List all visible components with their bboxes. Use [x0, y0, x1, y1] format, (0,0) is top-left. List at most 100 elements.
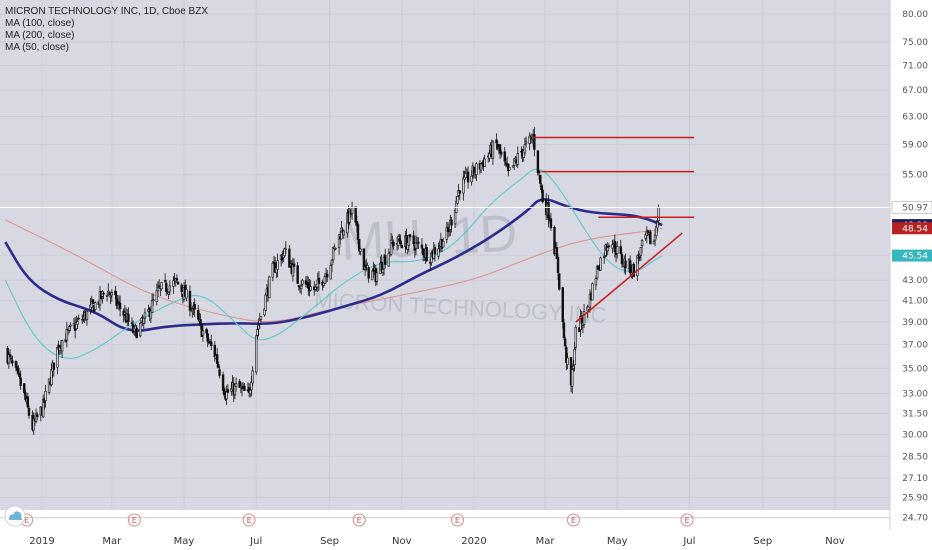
tradingview-logo[interactable]: [4, 505, 26, 527]
candle-body: [503, 151, 506, 162]
candle-body: [599, 257, 602, 271]
candle-body: [91, 299, 95, 304]
time-tick-label: Nov: [825, 536, 845, 547]
price-tick-label: 63.00: [902, 113, 928, 123]
price-tick-label: 80.00: [902, 10, 928, 20]
candle-body: [299, 285, 303, 289]
candle-body: [470, 175, 473, 183]
candle-body: [167, 292, 170, 295]
candle-body: [10, 357, 13, 360]
candle-body: [271, 262, 274, 278]
drawn-annotations[interactable]: [533, 136, 695, 323]
candle-body: [619, 246, 622, 254]
candle-body: [537, 170, 541, 174]
candle-body: [150, 299, 154, 313]
candle-body: [639, 247, 643, 256]
price-axis[interactable]: 80.00 75.00 71.00 67.00 63.00 59.00 55.00 50.97…: [891, 10, 932, 524]
candle-body: [536, 150, 540, 174]
earnings-label: E: [24, 516, 29, 525]
candle-body: [259, 316, 263, 320]
earnings-marker[interactable]: E: [566, 513, 580, 527]
candle-body: [276, 260, 279, 270]
candle-body: [197, 310, 200, 320]
price-badge-label: 45.54: [902, 252, 928, 262]
time-tick-label: Sep: [753, 536, 772, 547]
candle-body: [329, 265, 332, 280]
legend-ma100: MA (100, close): [5, 18, 74, 29]
candle-body: [549, 218, 553, 229]
candle-body: [367, 267, 370, 279]
earnings-label: E: [357, 516, 362, 525]
earnings-marker[interactable]: E: [450, 513, 464, 527]
support-trendline[interactable]: [575, 232, 683, 323]
candle-body: [296, 265, 299, 284]
candle-body: [210, 341, 213, 347]
candle-body: [284, 248, 288, 251]
candle-body: [17, 367, 20, 374]
candle-body: [19, 377, 22, 386]
candle-body: [342, 230, 346, 236]
candle-body: [562, 322, 566, 338]
candle-body: [561, 287, 564, 323]
candle-body: [533, 134, 536, 150]
candle-body: [201, 330, 205, 336]
candle-body: [571, 369, 574, 387]
price-tick-label: 67.00: [902, 86, 928, 96]
candle-body: [108, 291, 111, 296]
candle-body: [191, 308, 194, 312]
candle-body: [616, 246, 619, 254]
price-tick-label: 28.50: [902, 452, 928, 462]
candle-body: [268, 276, 271, 299]
candle-body: [292, 263, 296, 267]
earnings-icon: [352, 513, 366, 527]
candle-body: [36, 414, 39, 418]
candle-body: [350, 206, 354, 214]
candle-body: [317, 277, 321, 284]
candle-body: [234, 383, 238, 388]
earnings-marker[interactable]: E: [127, 513, 141, 527]
earnings-label: E: [455, 516, 460, 525]
grid-lines: [0, 0, 890, 519]
candle-body: [155, 290, 159, 302]
earnings-icon: [680, 513, 694, 527]
candle-body: [185, 289, 188, 299]
candle-body: [215, 354, 219, 364]
earnings-marker[interactable]: E: [680, 513, 694, 527]
price-tick-label: 41.00: [902, 297, 928, 307]
candle-body: [139, 323, 142, 337]
earnings-marker[interactable]: E: [242, 513, 256, 527]
candle-body: [326, 273, 329, 278]
candle-body: [118, 302, 122, 310]
candle-body: [611, 244, 614, 249]
candle-body: [420, 244, 424, 249]
candle-body: [172, 280, 175, 287]
candle-body: [50, 369, 53, 385]
candle-body: [110, 292, 114, 296]
candle-body: [239, 386, 243, 388]
time-axis[interactable]: 2019 Mar May Jul Sep Nov 2020 Mar May Jul Sep Nov: [29, 536, 845, 547]
candle-body: [556, 257, 560, 274]
price-tick-label: 50.97: [902, 203, 928, 213]
candle-body: [387, 253, 390, 267]
candle-body: [193, 303, 196, 310]
candle-body: [180, 284, 183, 293]
candle-body: [69, 324, 72, 327]
price-tick-label: 35.00: [902, 364, 928, 374]
price-tick-label: 33.00: [902, 390, 928, 400]
candle-body: [297, 285, 301, 287]
earnings-marker[interactable]: E: [352, 513, 366, 527]
candle-body: [68, 326, 71, 331]
candle-body: [450, 219, 453, 226]
candle-body: [356, 224, 360, 240]
candle-body: [412, 235, 415, 245]
price-tick-label: 55.00: [902, 171, 928, 181]
earnings-icon: [242, 513, 256, 527]
candle-body: [540, 185, 543, 191]
candle-body: [572, 365, 575, 369]
last-price-tag: [891, 201, 932, 214]
candle-body: [330, 259, 334, 266]
candle-body: [539, 174, 542, 184]
candle-body: [257, 324, 260, 330]
